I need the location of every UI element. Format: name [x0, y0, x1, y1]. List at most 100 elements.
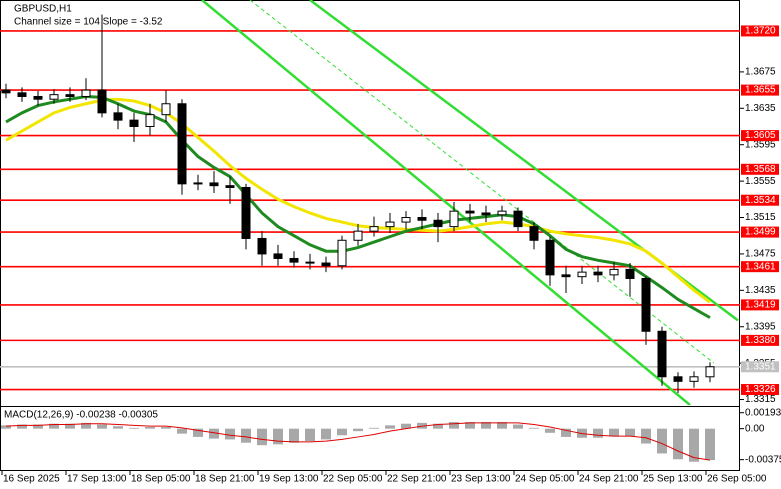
macd-bar — [401, 423, 411, 429]
macd-bar — [385, 425, 395, 429]
candle-body — [337, 239, 347, 267]
macd-bar — [225, 428, 235, 440]
candle-body — [497, 210, 507, 216]
macd-bar — [129, 427, 139, 429]
x-tick-label: 24 Sep 21:00 — [579, 474, 639, 485]
level-label-box — [741, 226, 779, 238]
axes: 1.36751.36351.35951.35551.35151.34751.34… — [1, 25, 781, 485]
macd-bar — [49, 423, 59, 429]
x-tick-label: 22 Sep 21:00 — [387, 474, 447, 485]
macd-bar — [1, 425, 11, 429]
macd-bar — [321, 428, 331, 440]
candle-body — [1, 89, 11, 94]
candle-body — [561, 274, 571, 278]
candle-body — [609, 268, 619, 276]
y-tick-label: 1.3555 — [745, 176, 776, 187]
macd-signal — [5, 422, 711, 461]
macd-bar — [97, 424, 107, 429]
macd-bar — [193, 428, 203, 437]
macd-bar — [689, 428, 699, 462]
macd-bar — [273, 428, 283, 445]
level-label: 1.3499 — [745, 227, 776, 238]
x-tick-label: 18 Sep 21:00 — [195, 474, 255, 485]
macd-bar — [657, 428, 667, 454]
level-label: 1.3326 — [745, 384, 776, 395]
candle-body — [17, 92, 27, 97]
macd-bar — [465, 422, 475, 429]
level-label-box — [741, 84, 779, 96]
level-label-box — [741, 163, 779, 175]
level-label: 1.3720 — [745, 26, 776, 37]
level-label-box — [741, 25, 779, 37]
macd-bar — [177, 428, 187, 434]
candle-body — [705, 366, 715, 378]
level-label: 1.3351 — [745, 361, 776, 372]
macd-bar — [369, 427, 379, 429]
macd-bar — [481, 422, 491, 429]
candle-body — [257, 237, 267, 255]
candle-body — [401, 217, 411, 223]
macd-bar — [145, 427, 155, 429]
candle-body — [513, 210, 523, 228]
candle-body — [545, 239, 555, 276]
candle-body — [465, 210, 475, 214]
candle-body — [289, 257, 299, 263]
candle-body — [81, 89, 91, 97]
candle-body — [129, 119, 139, 128]
level-label: 1.3568 — [745, 164, 776, 175]
level-label: 1.3461 — [745, 261, 776, 272]
macd-bar — [545, 428, 555, 433]
candle-body — [657, 330, 667, 378]
level-label-box — [741, 361, 779, 373]
macd-bar — [625, 428, 635, 437]
y-tick-label: 1.3515 — [745, 212, 776, 223]
candle-body — [577, 271, 587, 278]
candle-body — [353, 230, 363, 241]
macd-bar — [609, 428, 619, 437]
candle-body — [529, 226, 539, 241]
candle-body — [97, 89, 107, 114]
plot-frame — [0, 0, 740, 471]
macd-bar — [593, 428, 603, 438]
candle-body — [177, 103, 187, 185]
macd-bar — [561, 428, 571, 437]
x-tick-label: 17 Sep 13:00 — [67, 474, 127, 485]
candle-body — [385, 221, 395, 228]
y-tick-label: 1.3395 — [745, 321, 776, 332]
y-tick-label: -0.00375 — [745, 454, 781, 465]
candle-body — [113, 112, 123, 121]
candle-body — [161, 103, 171, 116]
y-tick-label: 0.00193 — [745, 407, 781, 418]
channel-line — [201, 0, 691, 405]
candle-body — [481, 212, 491, 216]
candle-body — [241, 186, 251, 239]
macd-bar — [513, 424, 523, 429]
candle-body — [625, 268, 635, 279]
candle-body — [641, 277, 651, 332]
y-tick-label: 1.3475 — [745, 249, 776, 260]
y-tick-label: 1.3595 — [745, 139, 776, 150]
candle-body — [193, 182, 203, 185]
macd-bar — [257, 428, 267, 446]
x-tick-label: 25 Sep 13:00 — [643, 474, 703, 485]
candle-body — [433, 219, 443, 228]
macd-bar — [353, 428, 363, 432]
macd-bar — [161, 427, 171, 429]
x-tick-label: 22 Sep 05:00 — [323, 474, 383, 485]
macd-bar — [65, 423, 75, 429]
macd-bar — [289, 428, 299, 443]
macd-title: MACD(12,26,9) -0.00238 -0.00305 — [4, 410, 158, 421]
level-label-box — [741, 299, 779, 311]
price-panel — [0, 0, 740, 405]
macd-bar — [497, 422, 507, 429]
level-label: 1.3605 — [745, 130, 776, 141]
level-label-box — [741, 384, 779, 396]
macd-bar — [529, 427, 539, 429]
level-label-box — [741, 130, 779, 142]
macd-bar — [17, 424, 27, 429]
candle-body — [593, 271, 603, 276]
candle-body — [49, 94, 59, 100]
candle-body — [449, 210, 459, 228]
level-label: 1.3380 — [745, 335, 776, 346]
